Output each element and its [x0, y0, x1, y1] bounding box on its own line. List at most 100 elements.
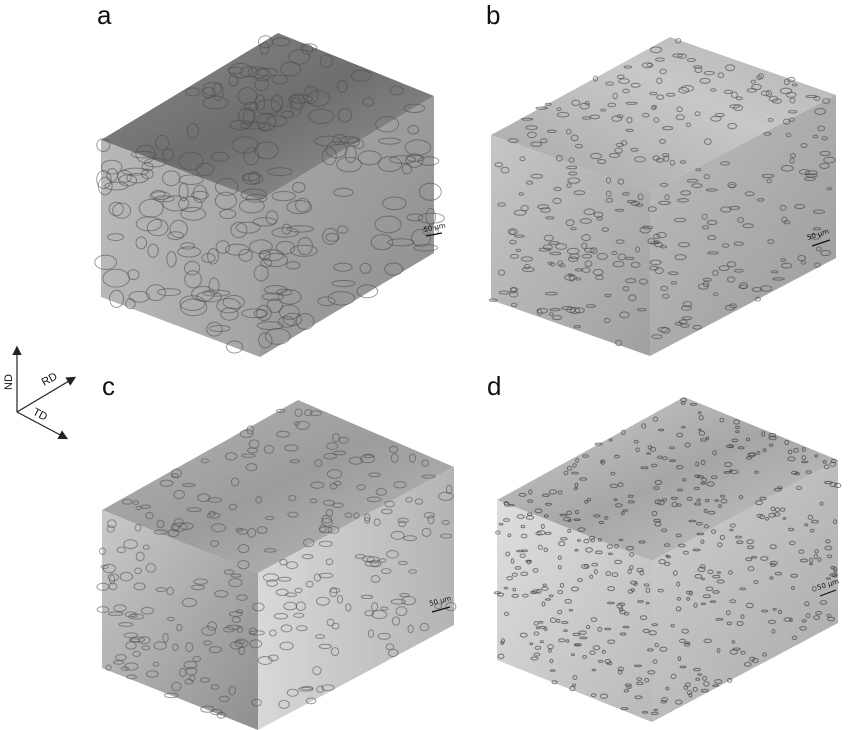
microstructure-grain: [107, 611, 124, 616]
microstructure-grain: [384, 262, 404, 276]
microstructure-grain: [781, 216, 788, 223]
microstructure-grain: [640, 466, 649, 470]
microstructure-grain: [614, 559, 623, 565]
microstructure-grain: [813, 209, 825, 214]
microstructure-grain: [826, 554, 833, 559]
microstructure-grain: [715, 618, 724, 621]
microstructure-grain: [203, 640, 213, 646]
microstructure-grain: [738, 495, 744, 500]
microstructure-grain: [556, 111, 570, 118]
microstructure-grain: [760, 90, 770, 96]
microstructure-grain: [533, 621, 539, 626]
microstructure-grain: [720, 498, 728, 504]
microstructure-grain: [795, 485, 803, 490]
cube-b: 50 μm: [488, 37, 836, 356]
microstructure-grain: [670, 673, 677, 680]
microstructure-grain: [118, 174, 138, 187]
microstructure-grain: [239, 121, 266, 130]
microstructure-grain: [177, 246, 202, 258]
microstructure-grain: [735, 96, 743, 101]
cube-d-left-face: [497, 500, 652, 722]
microstructure-grain: [210, 151, 230, 162]
microstructure-grain: [791, 635, 798, 640]
microstructure-grain: [186, 123, 200, 139]
microstructure-grain: [145, 563, 157, 573]
microstructure-grain: [263, 445, 275, 454]
microstructure-grain: [827, 616, 835, 622]
microstructure-grain: [675, 533, 682, 538]
microstructure-grain: [212, 82, 224, 101]
microstructure-grain: [126, 674, 137, 680]
microstructure-grain: [337, 79, 348, 93]
microstructure-grain: [242, 108, 255, 127]
microstructure-grain: [301, 554, 314, 560]
microstructure-grain: [614, 147, 623, 154]
microstructure-grain: [373, 518, 381, 527]
microstructure-grain: [617, 666, 624, 672]
microstructure-grain: [414, 498, 424, 505]
microstructure-grain: [703, 524, 710, 529]
microstructure-grain: [208, 325, 231, 332]
microstructure-grain: [820, 250, 832, 256]
microstructure-grain: [717, 542, 723, 548]
microstructure-grain: [666, 555, 672, 559]
microstructure-grain: [350, 69, 372, 82]
microstructure-grain: [293, 612, 305, 618]
microstructure-grain: [530, 141, 543, 147]
microstructure-grain: [277, 316, 296, 328]
microstructure-grain: [756, 450, 761, 455]
microstructure-grain: [607, 552, 613, 556]
microstructure-grain: [172, 522, 188, 532]
microstructure-grain: [292, 181, 306, 193]
microstructure-grain: [200, 458, 209, 464]
microstructure-grain: [643, 583, 650, 587]
microstructure-grain: [527, 512, 533, 516]
microstructure-grain: [368, 472, 381, 478]
microstructure-grain: [727, 276, 736, 283]
microstructure-grain: [541, 586, 549, 591]
microstructure-grain: [723, 89, 734, 95]
microstructure-grain: [520, 571, 529, 576]
microstructure-grain: [681, 425, 686, 429]
microstructure-grain: [767, 239, 775, 245]
microstructure-grain: [219, 209, 237, 219]
microstructure-grain: [390, 453, 399, 463]
microstructure-grain: [696, 532, 705, 536]
microstructure-grain: [680, 305, 692, 311]
microstructure-grain: [405, 496, 413, 503]
microstructure-grain: [518, 492, 527, 497]
microstructure-grain: [512, 587, 517, 592]
microstructure-grain: [325, 140, 348, 159]
microstructure-grain: [712, 450, 717, 456]
microstructure-grain: [578, 630, 587, 635]
microstructure-grain: [566, 465, 573, 471]
microstructure-grain: [755, 500, 763, 506]
microstructure-grain: [327, 526, 340, 534]
rd-axis-arrow: [16, 376, 77, 413]
microstructure-grain: [539, 625, 547, 629]
microstructure-grain: [399, 593, 410, 598]
microstructure-grain: [654, 479, 663, 486]
microstructure-grain: [141, 162, 154, 172]
microstructure-grain: [684, 641, 691, 645]
microstructure-grain: [676, 596, 682, 601]
microstructure-grain: [268, 654, 279, 662]
microstructure-grain: [223, 569, 235, 575]
microstructure-grain: [829, 573, 838, 577]
microstructure-grain: [549, 308, 561, 312]
microstructure-grain: [698, 428, 702, 432]
microstructure-grain: [740, 614, 745, 619]
microstructure-grain: [567, 528, 572, 534]
microstructure-grain: [693, 486, 700, 490]
microstructure-grain: [293, 421, 300, 426]
microstructure-grain: [649, 259, 662, 266]
microstructure-grain: [99, 547, 106, 555]
microstructure-grain: [290, 97, 302, 117]
microstructure-grain: [678, 86, 690, 94]
microstructure-grain: [230, 221, 248, 239]
microstructure-grain: [544, 102, 552, 106]
microstructure-grain: [678, 543, 686, 548]
microstructure-grain: [627, 568, 632, 575]
microstructure-grain: [256, 112, 277, 132]
microstructure-grain: [540, 524, 545, 529]
